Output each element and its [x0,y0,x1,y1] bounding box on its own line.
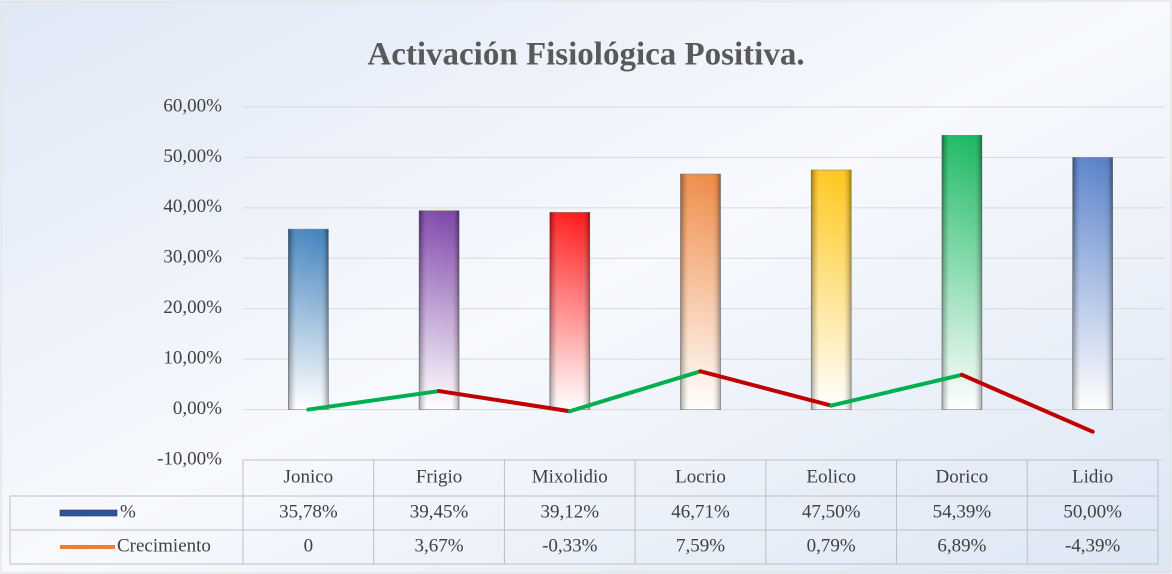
bar [810,169,852,410]
data-table-value: 0 [304,535,314,556]
x-tick-label: Dorico [936,466,989,487]
x-tick-label: Jonico [284,466,334,487]
bar [288,228,329,410]
x-tick-label: Frigio [416,466,462,487]
data-table-value: 35,78% [279,501,338,522]
line-segment [698,369,834,408]
line-segment [567,369,703,414]
data-table-value: 46,71% [671,501,730,522]
line-segment [959,372,1095,434]
legend-label: Crecimiento [117,535,211,556]
y-tick-label: 50,00% [163,146,222,167]
y-tick-label: 0,00% [173,398,222,419]
y-tick-label: 30,00% [163,247,222,268]
line-segment [829,372,964,408]
bar [1072,157,1113,410]
x-tick-label: Mixolidio [532,466,608,487]
chart-title: Activación Fisiológica Positiva. [367,37,804,73]
y-tick-label: 40,00% [163,196,222,217]
data-table-value: 6,89% [937,535,986,556]
legend-key [59,509,118,517]
data-table-value: 50,00% [1063,501,1122,522]
data-table-value: 3,67% [415,535,464,556]
x-tick-label: Locrio [675,466,726,487]
data-table-value: 54,39% [933,501,992,522]
data-table-value: 0,79% [807,535,856,556]
y-tick-label: 20,00% [163,297,222,318]
y-tick-label: 10,00% [163,348,222,369]
legend-label: % [120,501,136,522]
data-table-value: 39,12% [540,501,599,522]
x-tick-label: Lidio [1072,466,1113,487]
line-segment [437,389,572,414]
data-table-value: 47,50% [802,501,861,522]
line-segment [306,389,442,412]
data-table-value: 7,59% [676,535,725,556]
data-table-value: 39,45% [410,501,469,522]
bar [549,211,591,410]
data-table-value: -0,33% [542,535,598,556]
bar [941,134,983,410]
y-tick-label: -10,00% [157,448,222,469]
data-table-value: -4,39% [1065,535,1121,556]
bar [418,210,460,410]
x-tick-label: Eolico [806,466,856,487]
y-tick-label: 60,00% [163,95,222,116]
